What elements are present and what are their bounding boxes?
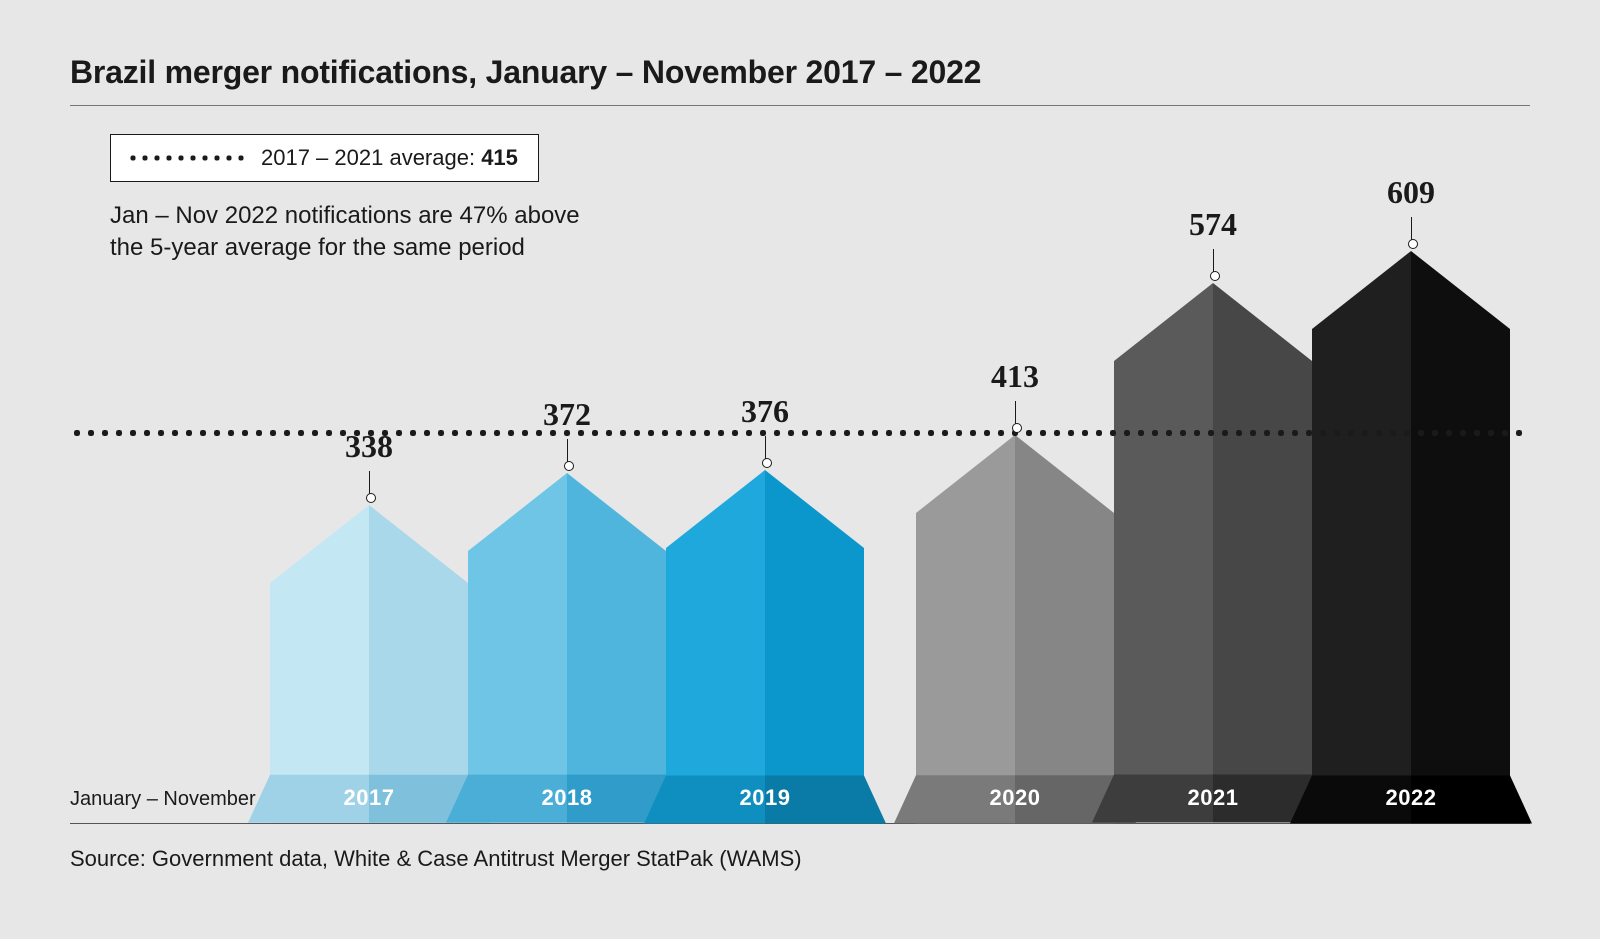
bar-value-label: 609 bbox=[1312, 174, 1510, 211]
bar-2018: 372 2018 bbox=[468, 134, 666, 823]
leader-line bbox=[1213, 249, 1214, 277]
bar-shape bbox=[644, 470, 886, 823]
bar-year-label: 2017 bbox=[270, 785, 468, 811]
bar-shape bbox=[1290, 251, 1532, 823]
bar-year-label: 2019 bbox=[666, 785, 864, 811]
chart-wrap: 2017 – 2021 average: 415 Jan – Nov 2022 … bbox=[70, 134, 1530, 824]
leader-line bbox=[369, 471, 370, 499]
bars-container: 3382017372201837620194132020574202160920… bbox=[70, 134, 1530, 823]
bar-year-label: 2018 bbox=[468, 785, 666, 811]
leader-line bbox=[1015, 401, 1016, 429]
source-citation: Source: Government data, White & Case An… bbox=[70, 846, 1530, 872]
bar-value-label: 338 bbox=[270, 428, 468, 465]
bar-year-label: 2022 bbox=[1312, 785, 1510, 811]
bar-2021: 574 2021 bbox=[1114, 134, 1312, 823]
bar-value-label: 413 bbox=[916, 358, 1114, 395]
bar-year-label: 2020 bbox=[916, 785, 1114, 811]
bar-year-label: 2021 bbox=[1114, 785, 1312, 811]
bar-2017: 338 2017 bbox=[270, 134, 468, 823]
bar-value-label: 372 bbox=[468, 396, 666, 433]
leader-line bbox=[567, 439, 568, 467]
bar-value-label: 376 bbox=[666, 393, 864, 430]
bar-2022: 609 2022 bbox=[1312, 134, 1510, 823]
plot-area: January – November 338201737220183762019… bbox=[70, 134, 1530, 824]
chart-title: Brazil merger notifications, January – N… bbox=[70, 54, 1530, 106]
leader-line bbox=[765, 436, 766, 464]
bar-2020: 413 2020 bbox=[916, 134, 1114, 823]
bar-value-label: 574 bbox=[1114, 206, 1312, 243]
leader-line bbox=[1411, 217, 1412, 245]
chart-stage: Brazil merger notifications, January – N… bbox=[0, 0, 1600, 939]
bar-2019: 376 2019 bbox=[666, 134, 864, 823]
